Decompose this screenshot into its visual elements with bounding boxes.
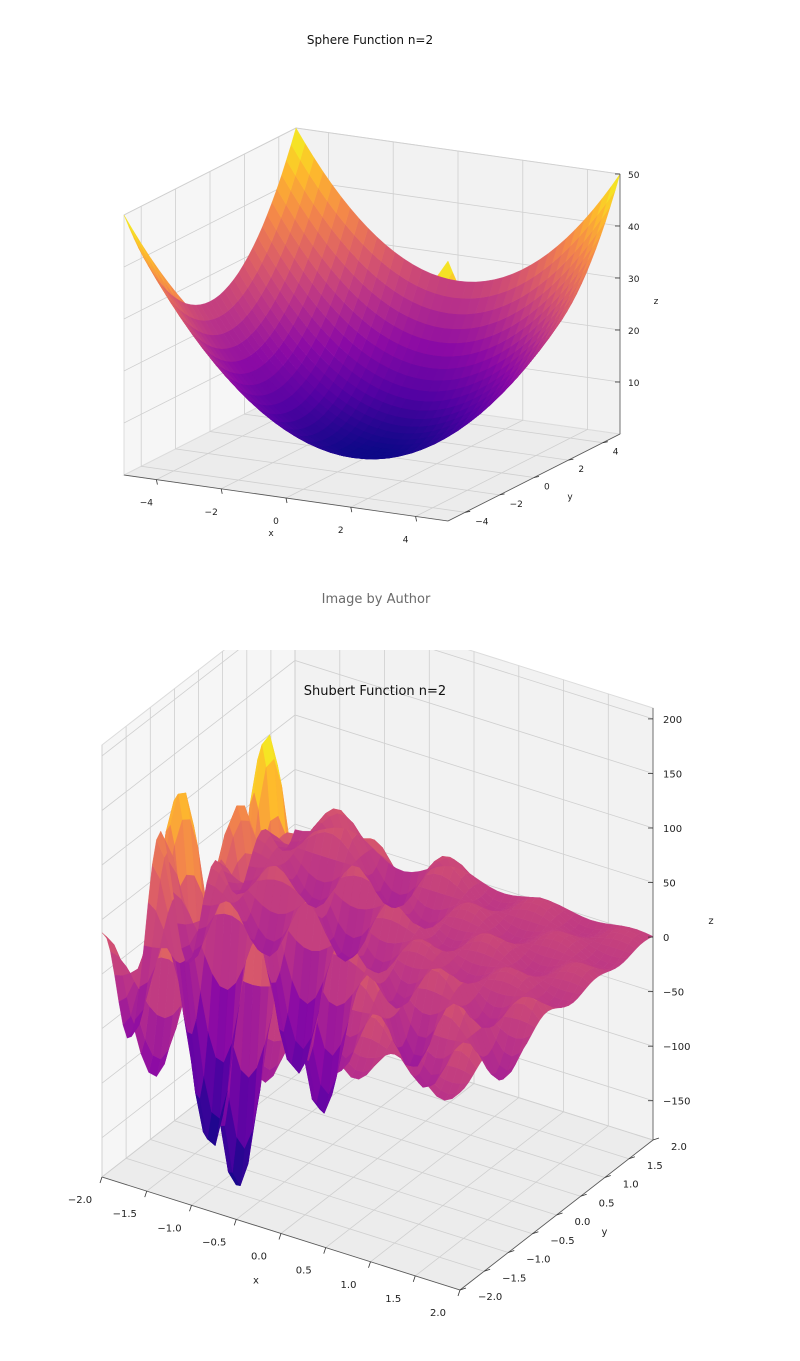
shubert-figure: Shubert Function n=2 −2.0 −1.5 −1.0 −0.5 0.0… — [0, 593, 800, 1357]
shubert-x-tick-label: −2.0 — [68, 1195, 92, 1206]
shubert-z-tick-label: 150 — [663, 769, 682, 780]
shubert-x-tick — [368, 1261, 371, 1268]
shubert-x-tick — [189, 1205, 192, 1212]
shubert-x-axis-label: x — [253, 1276, 259, 1287]
shubert-x-tick — [323, 1247, 327, 1254]
sphere-gridline-x — [350, 160, 524, 508]
sphere-x-tick-label: −4 — [140, 499, 154, 509]
sphere-x-axis-label: x — [268, 529, 274, 539]
sphere-x-tick-label: 0 — [273, 517, 279, 527]
shubert-x-tick — [233, 1219, 237, 1226]
shubert-y-tick — [604, 1175, 611, 1178]
shubert-y-tick-label: 0.5 — [599, 1198, 615, 1209]
shubert-x-tick — [457, 1289, 461, 1297]
shubert-z-tick-label: 200 — [663, 715, 682, 726]
shubert-y-tick — [459, 1287, 467, 1291]
shubert-surface — [101, 734, 654, 1187]
shubert-y-tick-label: −1.5 — [502, 1273, 526, 1284]
shubert-x-tick — [278, 1233, 282, 1240]
shubert-chart-title: Shubert Function n=2 — [303, 684, 447, 699]
sphere-y-tick — [465, 510, 471, 513]
shubert-x-tick-label: −0.5 — [202, 1237, 226, 1248]
shubert-y-tick-label: −1.0 — [526, 1255, 550, 1266]
shubert-y-tick-label: 1.0 — [623, 1180, 639, 1191]
shubert-y-axis-label: y — [602, 1227, 608, 1238]
shubert-y-tick — [508, 1250, 515, 1253]
sphere-z-tick-label: 10 — [628, 379, 640, 389]
sphere-y-tick-label: 2 — [578, 465, 584, 475]
shubert-plot: −2.0−1.5−1.0−0.50.00.51.01.52.0−2.0−1.5−… — [68, 593, 714, 1319]
shubert-y-tick-label: −0.5 — [550, 1236, 574, 1247]
sphere-gridline-y — [140, 206, 466, 513]
sphere-y-tick-label: 4 — [613, 448, 619, 458]
shubert-x-tick — [99, 1176, 103, 1184]
shubert-x-tick-label: −1.0 — [157, 1223, 181, 1234]
shubert-z-tick-label: −50 — [663, 988, 684, 999]
sphere-z-tick-label: 30 — [628, 275, 640, 285]
sphere-x-tick — [415, 516, 417, 522]
sphere-surface-patch — [290, 127, 306, 161]
shubert-y-tick-label: −2.0 — [478, 1292, 502, 1303]
shubert-y-tick — [556, 1212, 563, 1216]
sphere-x-tick-label: 2 — [338, 526, 344, 536]
sphere-y-tick — [533, 476, 540, 478]
sphere-z-tick-label: 20 — [628, 327, 640, 337]
sphere-gridline-y — [243, 154, 569, 461]
shubert-gridline-y — [125, 726, 485, 1272]
sphere-z-axis-label: z — [654, 297, 659, 307]
sphere-x-tick — [350, 507, 353, 513]
sphere-z-tick-label: 50 — [628, 171, 640, 181]
sphere-surface — [123, 127, 621, 460]
shubert-z-axis-label: z — [708, 916, 713, 927]
sphere-x-tick-label: 4 — [403, 535, 409, 545]
sphere-x-tick — [156, 479, 158, 485]
shubert-x-tick-label: 1.0 — [341, 1280, 357, 1291]
sphere-y-tick — [568, 458, 574, 461]
shubert-x-tick-label: 1.5 — [385, 1294, 401, 1305]
shubert-x-tick-label: 2.0 — [430, 1308, 446, 1319]
shubert-z-tick-label: 50 — [663, 879, 676, 890]
shubert-y-tick — [483, 1268, 491, 1272]
sphere-gridline-y — [175, 188, 500, 496]
shubert-x-tick — [412, 1275, 416, 1283]
sphere-x-tick — [285, 497, 288, 504]
shubert-x-tick — [144, 1190, 148, 1198]
sphere-x-tick-label: −2 — [205, 508, 218, 518]
sphere-y-axis-label: y — [567, 493, 573, 503]
shubert-y-tick-label: 2.0 — [671, 1142, 687, 1153]
image-caption: Image by Author — [321, 592, 431, 607]
shubert-y-tick — [628, 1156, 636, 1160]
shubert-gridline-z — [101, 660, 654, 811]
shubert-y-tick-label: 0.0 — [575, 1217, 591, 1228]
sphere-y-tick — [602, 441, 608, 444]
shubert-y-tick-label: 1.5 — [647, 1161, 663, 1172]
sphere-y-tick-label: −4 — [475, 517, 489, 527]
shubert-x-tick-label: 0.5 — [296, 1266, 312, 1277]
sphere-gridline-y — [209, 171, 535, 478]
sphere-y-tick-label: 0 — [544, 483, 550, 493]
sphere-z-tick-label: 40 — [628, 223, 640, 233]
shubert-gridline-z — [101, 714, 654, 866]
shubert-z-tick-label: 100 — [663, 824, 682, 835]
shubert-y-tick — [652, 1137, 660, 1141]
sphere-figure: Sphere Function n=2 −4 −2 0 2 4 −4 −2 0 2 4 10 20 30… — [0, 0, 800, 560]
shubert-x-tick-label: −1.5 — [113, 1209, 137, 1220]
shubert-z-tick-label: −150 — [663, 1097, 690, 1108]
shubert-z-tick-label: −100 — [663, 1042, 690, 1053]
shubert-surface-patch — [290, 829, 304, 842]
shubert-z-tick-label: 0 — [663, 933, 669, 944]
shubert-y-tick — [580, 1193, 587, 1197]
sphere-chart-title: Sphere Function n=2 — [306, 33, 434, 47]
shubert-y-tick — [532, 1231, 539, 1235]
sphere-plot: −4 −2 0 2 4 −4 −2 0 2 4 10 20 30 40 50 x y z — [122, 127, 659, 545]
sphere-y-tick-label: −2 — [510, 500, 523, 510]
sphere-x-tick — [220, 488, 223, 494]
shubert-gridline-y — [149, 707, 509, 1253]
shubert-x-tick-label: 0.0 — [251, 1252, 267, 1263]
sphere-y-tick — [499, 493, 505, 496]
